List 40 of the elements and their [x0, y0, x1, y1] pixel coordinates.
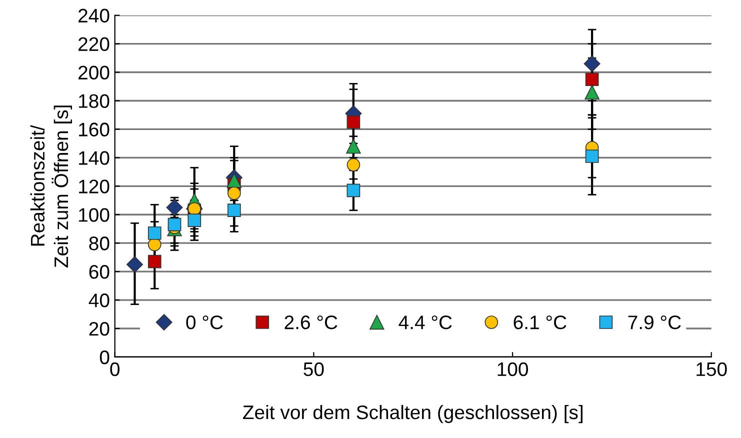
- point: [148, 226, 162, 240]
- y-tick-label: 120: [79, 180, 110, 194]
- point: [188, 214, 202, 227]
- point: [346, 184, 360, 198]
- x-tick-label: 100: [498, 362, 528, 376]
- y-tick-label: 40: [88, 294, 110, 308]
- point: [346, 158, 360, 172]
- legend-label: 6.1 °C: [514, 315, 566, 330]
- legend-label: 7.9 °C: [628, 315, 681, 330]
- y-tick-label: 100: [79, 208, 110, 222]
- legend-label: 4.4 °C: [398, 315, 452, 330]
- y-tick-label: 200: [78, 66, 110, 80]
- y-tick-label: 220: [78, 37, 110, 52]
- y-tick-label: 60: [89, 265, 110, 279]
- x-tick-label: 150: [696, 362, 727, 376]
- y-tick-label: 180: [79, 94, 110, 108]
- point: [227, 186, 241, 200]
- y-tick-label: 80: [89, 236, 110, 250]
- x-tick-label: 0: [110, 362, 120, 376]
- point: [585, 150, 599, 163]
- x-axis-title: Zeit vor dem Schalten (geschlossen) [s]: [242, 404, 582, 424]
- point: [346, 138, 361, 154]
- point: [227, 204, 241, 218]
- y-axis-title: Reaktionszeit/ Zeit zum Öffnen [s]: [30, 106, 72, 268]
- point: [168, 218, 182, 232]
- point: [585, 72, 599, 86]
- point: [126, 256, 144, 273]
- point: [148, 254, 162, 268]
- x-tick-label: 50: [304, 362, 324, 376]
- legend-label: 0 °C: [186, 315, 223, 330]
- y-tick-label: 240: [78, 8, 110, 23]
- point: [226, 173, 242, 188]
- point: [584, 84, 600, 100]
- point: [346, 115, 360, 129]
- y-tick-label: 160: [79, 122, 110, 136]
- y-tick-label: 20: [89, 322, 110, 336]
- legend-label: 2.6 °C: [284, 315, 338, 330]
- y-tick-label: 140: [79, 151, 110, 165]
- point: [584, 55, 600, 72]
- y-tick-label: 0: [100, 350, 110, 364]
